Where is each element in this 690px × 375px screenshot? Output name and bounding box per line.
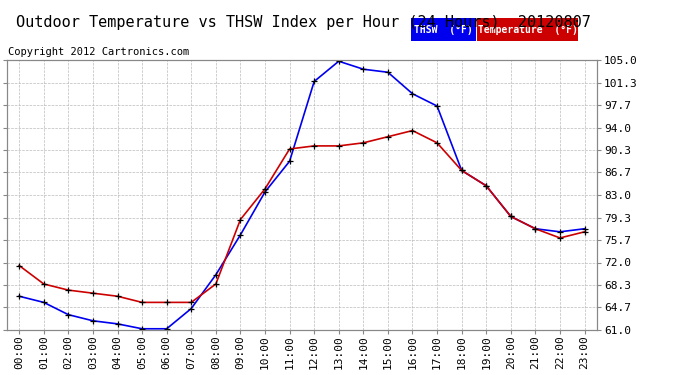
Text: Copyright 2012 Cartronics.com: Copyright 2012 Cartronics.com <box>8 47 190 57</box>
Text: Temperature  (°F): Temperature (°F) <box>477 25 578 34</box>
Text: THSW  (°F): THSW (°F) <box>414 25 473 34</box>
Text: Outdoor Temperature vs THSW Index per Hour (24 Hours)  20120807: Outdoor Temperature vs THSW Index per Ho… <box>16 15 591 30</box>
